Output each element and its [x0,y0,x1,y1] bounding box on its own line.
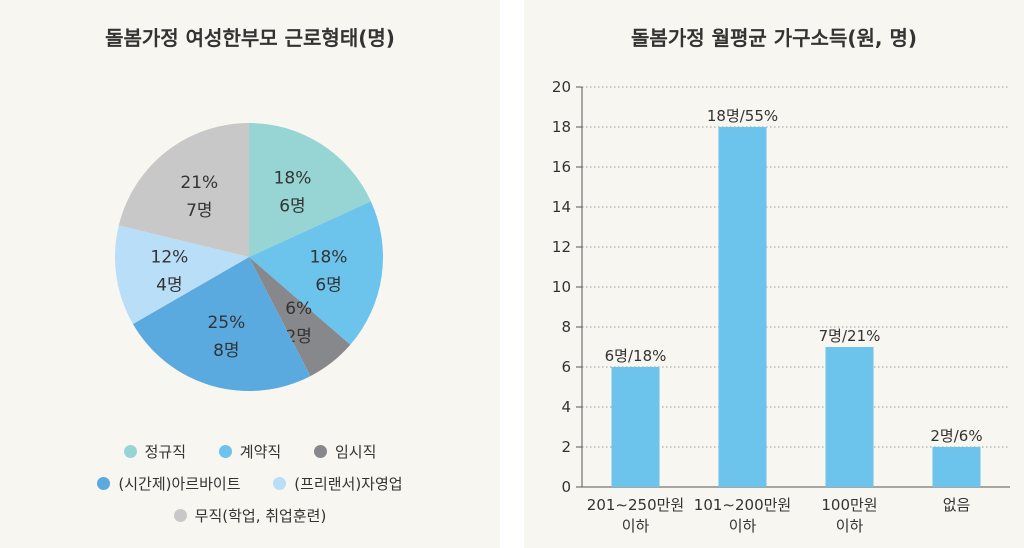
y-tick-label: 6 [561,358,571,376]
bar-chart-title: 돌봄가정 월평균 가구소득(원, 명) [631,26,917,50]
pie-slice-contract [249,201,383,345]
pie-slice-selfemployed [115,225,249,324]
legend-dot-temporary [313,445,327,458]
legend-dot-parttime [97,477,111,490]
legend-label-regular: 정규직 [144,443,187,461]
y-tick-label: 12 [552,238,571,256]
legend-label-temporary: 임시직 [334,443,377,461]
x-category-label: 이하 [729,517,757,535]
x-category-label: 없음 [943,496,971,514]
pie-label-count-parttime: 8명 [213,341,239,361]
bar-data-label: 7명/21% [819,327,881,345]
bar-data-label: 18명/55% [707,107,778,125]
y-tick-label: 20 [552,78,571,96]
legend-dot-selfemployed [273,477,287,490]
bar [718,127,767,487]
y-tick-label: 0 [561,478,571,496]
x-category-label: 이하 [622,517,650,535]
pie-label-count-contract: 6명 [315,275,341,295]
x-category-label: 101∼200만원 [694,496,791,514]
pie-label-count-unemployed: 7명 [186,201,212,221]
y-tick-label: 10 [552,278,571,296]
legend-item-unemployed: 무직(학업, 취업훈련) [173,505,327,526]
y-tick-label: 14 [552,198,571,216]
legend-row-1: 정규직 계약직 임시직 [0,441,500,462]
legend-label-parttime: (시간제)아르바이트 [118,475,241,493]
legend-label-selfemployed: (프리랜서)자영업 [294,475,403,493]
pie-label-count-regular: 6명 [279,196,305,216]
x-category-label: 100만원 [821,496,877,514]
pie-label-count-selfemployed: 4명 [156,275,182,295]
bar [932,447,981,487]
pie-chart-title: 돌봄가정 여성한부모 근로형태(명) [105,26,395,50]
legend-label-unemployed: 무직(학업, 취업훈련) [194,507,327,525]
bar-data-label: 6명/18% [605,347,667,365]
bar [611,367,660,487]
legend-dot-contract [218,445,232,458]
y-tick-label: 4 [561,398,571,416]
pie-label-percent-parttime: 25% [207,313,245,333]
x-category-label: 이하 [836,517,864,535]
pie-slice-parttime [132,257,311,391]
legend-item-parttime: (시간제)아르바이트 [97,473,241,494]
legend-item-selfemployed: (프리랜서)자영업 [273,473,403,494]
pie-label-percent-selfemployed: 12% [151,247,189,267]
legend-dot-regular [123,445,137,458]
legend-row-3: 무직(학업, 취업훈련) [0,505,500,526]
y-tick-label: 18 [552,118,571,136]
legend-item-regular: 정규직 [123,441,187,462]
legend-dot-unemployed [173,509,187,522]
bar-chart-panel: 돌봄가정 월평균 가구소득(원, 명) 0 2 4 6 8 10 12 14 16 18 20 6명/… [524,0,1024,548]
pie-slice-regular [249,123,371,257]
x-category-label: 201∼250만원 [587,496,684,514]
pie-label-percent-temporary: 6% [285,299,312,319]
legend-label-contract: 계약직 [239,443,282,461]
legend-row-2: (시간제)아르바이트 (프리랜서)자영업 [0,473,500,494]
legend-item-temporary: 임시직 [313,441,377,462]
y-tick-label: 8 [561,318,571,336]
pie-label-percent-unemployed: 21% [180,173,218,193]
bar [825,347,874,487]
bar-data-label: 2명/6% [930,427,982,445]
pie-slice-unemployed [118,123,249,257]
pie-label-percent-regular: 18% [274,168,312,188]
pie-slice-temporary [249,257,351,377]
pie-label-percent-contract: 18% [310,247,348,267]
y-tick-label: 16 [552,158,571,176]
y-tick-label: 2 [561,438,571,456]
pie-chart-panel: 돌봄가정 여성한부모 근로형태(명) 18% 6명 18% 6명 6% 2명 25% 8명 12… [0,0,500,548]
legend-item-contract: 계약직 [218,441,282,462]
